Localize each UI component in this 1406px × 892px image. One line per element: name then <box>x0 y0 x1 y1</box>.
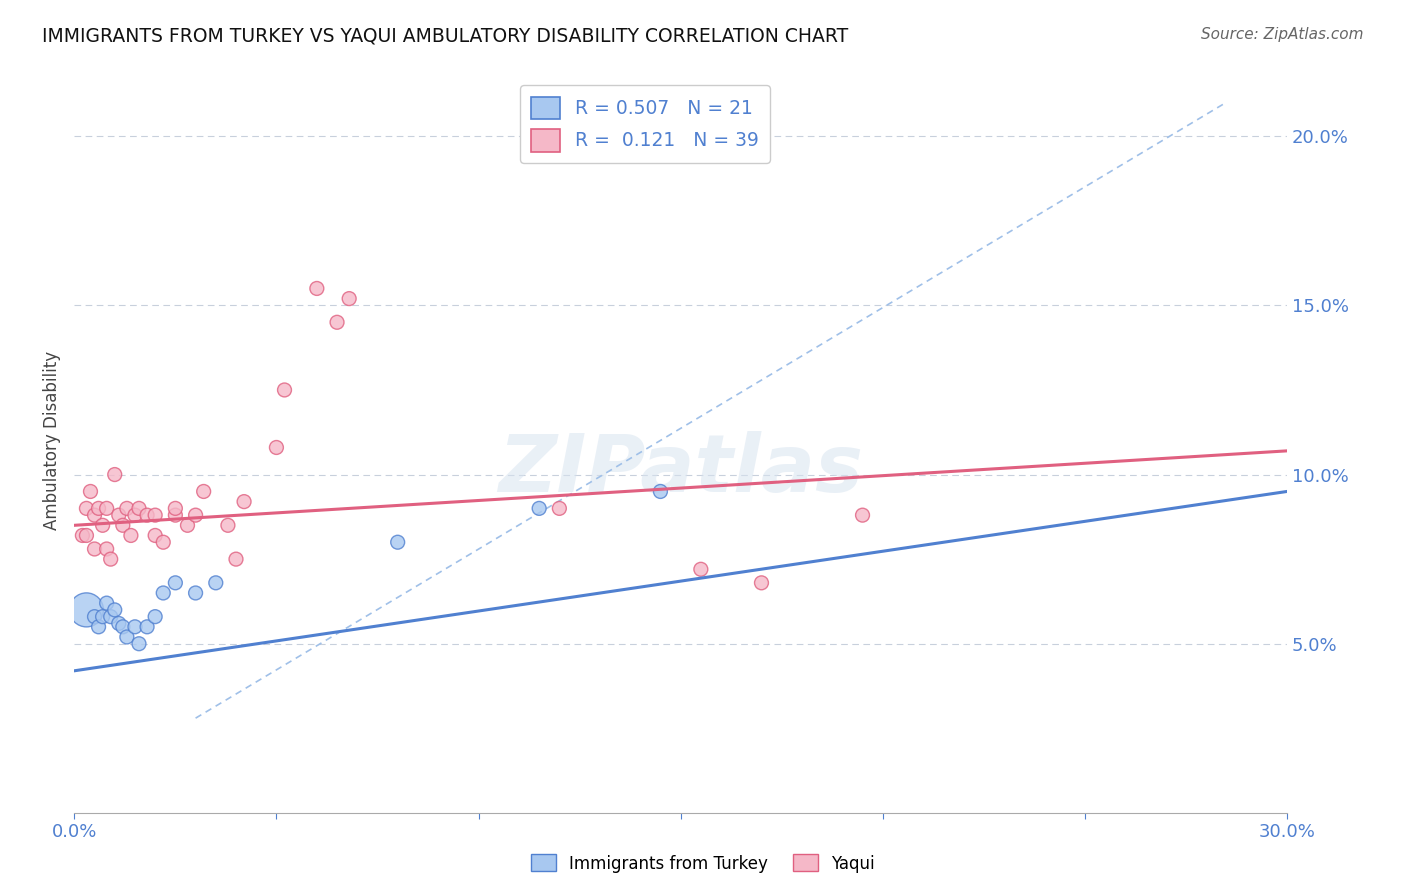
Point <box>305 281 328 295</box>
Point <box>143 528 166 542</box>
Point <box>91 518 114 533</box>
Point <box>204 575 226 590</box>
Point <box>72 528 94 542</box>
Point <box>273 383 295 397</box>
Point <box>152 586 174 600</box>
Point <box>104 603 127 617</box>
Point <box>136 620 159 634</box>
Point <box>165 501 187 516</box>
Point <box>96 541 118 556</box>
Point <box>136 508 159 523</box>
Point <box>115 630 138 644</box>
Point <box>115 501 138 516</box>
Point <box>225 552 247 566</box>
Point <box>176 518 198 533</box>
Text: Source: ZipAtlas.com: Source: ZipAtlas.com <box>1201 27 1364 42</box>
Point <box>143 609 166 624</box>
Point <box>128 637 150 651</box>
Point <box>650 484 672 499</box>
Point <box>107 508 129 523</box>
Legend: R = 0.507   N = 21, R =  0.121   N = 39: R = 0.507 N = 21, R = 0.121 N = 39 <box>520 86 769 163</box>
Point <box>75 603 97 617</box>
Point <box>851 508 873 523</box>
Point <box>184 508 207 523</box>
Point <box>548 501 571 516</box>
Legend: Immigrants from Turkey, Yaqui: Immigrants from Turkey, Yaqui <box>524 847 882 880</box>
Point <box>193 484 215 499</box>
Point <box>165 575 187 590</box>
Point <box>266 441 288 455</box>
Point <box>87 620 110 634</box>
Point <box>184 586 207 600</box>
Point <box>387 535 409 549</box>
Point <box>79 484 101 499</box>
Point <box>751 575 773 590</box>
Point <box>104 467 127 482</box>
Y-axis label: Ambulatory Disability: Ambulatory Disability <box>44 351 60 530</box>
Point <box>100 552 122 566</box>
Text: ZIPatlas: ZIPatlas <box>498 432 863 509</box>
Point <box>83 609 105 624</box>
Text: IMMIGRANTS FROM TURKEY VS YAQUI AMBULATORY DISABILITY CORRELATION CHART: IMMIGRANTS FROM TURKEY VS YAQUI AMBULATO… <box>42 27 848 45</box>
Point <box>143 508 166 523</box>
Point <box>75 501 97 516</box>
Point <box>124 620 146 634</box>
Point <box>128 501 150 516</box>
Point <box>96 596 118 610</box>
Point <box>165 508 187 523</box>
Point <box>527 501 550 516</box>
Point <box>75 528 97 542</box>
Point <box>111 620 134 634</box>
Point <box>83 508 105 523</box>
Point <box>337 292 360 306</box>
Point <box>152 535 174 549</box>
Point <box>111 518 134 533</box>
Point <box>120 528 142 542</box>
Point <box>96 501 118 516</box>
Point <box>107 616 129 631</box>
Point <box>233 494 256 508</box>
Point <box>689 562 711 576</box>
Point <box>100 609 122 624</box>
Point <box>91 609 114 624</box>
Point <box>83 541 105 556</box>
Point <box>87 501 110 516</box>
Point <box>217 518 239 533</box>
Point <box>124 508 146 523</box>
Point <box>326 315 349 329</box>
